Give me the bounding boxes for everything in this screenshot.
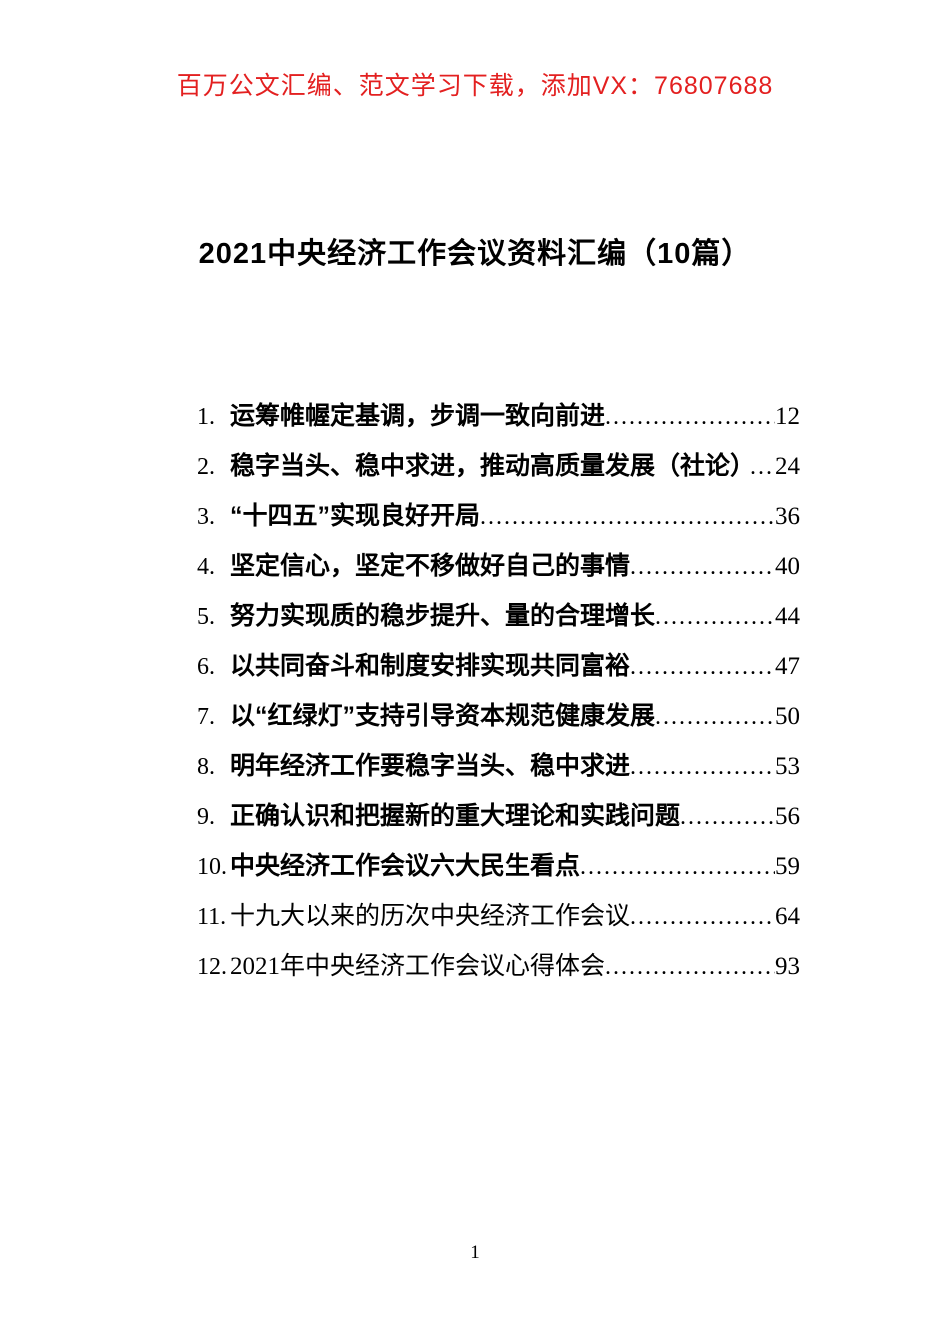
toc-dot-leader [480,504,775,531]
toc-entry-number: 2. [197,454,215,480]
toc-dot-leader [630,904,775,931]
toc-dot-leader [605,954,775,981]
toc-entry-title: 稳字当头、稳中求进，推动高质量发展（社论） [230,452,750,480]
toc-entry-number: 4. [197,554,215,580]
table-of-contents: 1. 运筹帷幄定基调，步调一致向前进 12 2. 稳字当头、稳中求进，推动高质量… [197,396,800,996]
toc-entry-page-number: 47 [775,653,800,680]
toc-entry-title: 努力实现质的稳步提升、量的合理增长 [230,602,656,630]
toc-dot-leader [630,754,775,781]
toc-entry-title: 以“红绿灯”支持引导资本规范健康发展 [230,702,656,730]
toc-entry-page-number: 12 [775,403,800,430]
watermark-header: 百万公文汇编、范文学习下载，添加VX：76807688 [0,66,950,102]
toc-entry-title: 十九大以来的历次中央经济工作会议 [230,903,631,930]
toc-dot-leader [630,554,775,581]
toc-entry-number: 12. [197,954,227,980]
toc-entry-page-number: 24 [775,453,800,480]
toc-entry[interactable]: 3. “十四五”实现良好开局 36 [197,496,800,546]
toc-entry-title: 2021年中央经济工作会议心得体会 [230,953,606,980]
toc-entry-title: 中央经济工作会议六大民生看点 [230,852,581,880]
toc-entry[interactable]: 4. 坚定信心，坚定不移做好自己的事情 40 [197,546,800,596]
toc-entry[interactable]: 11. 十九大以来的历次中央经济工作会议 64 [197,896,800,946]
toc-entry-number: 8. [197,754,215,780]
toc-entry-number: 3. [197,504,215,530]
toc-entry-title: “十四五”实现良好开局 [230,502,481,530]
toc-dot-leader [680,804,775,831]
toc-dot-leader [655,604,775,631]
toc-entry-title: 明年经济工作要稳字当头、稳中求进 [230,752,631,780]
toc-entry[interactable]: 10. 中央经济工作会议六大民生看点 59 [197,846,800,896]
toc-entry-page-number: 93 [775,953,800,980]
toc-dot-leader [605,404,775,431]
toc-entry[interactable]: 5. 努力实现质的稳步提升、量的合理增长 44 [197,596,800,646]
toc-dot-leader [580,854,775,881]
toc-entry-title: 正确认识和把握新的重大理论和实践问题 [230,802,681,830]
toc-entry-number: 1. [197,404,215,430]
toc-entry[interactable]: 9. 正确认识和把握新的重大理论和实践问题 56 [197,796,800,846]
toc-entry-page-number: 44 [775,603,800,630]
toc-dot-leader [630,654,775,681]
toc-entry-number: 9. [197,804,215,830]
toc-entry-title: 以共同奋斗和制度安排实现共同富裕 [230,652,631,680]
toc-entry[interactable]: 1. 运筹帷幄定基调，步调一致向前进 12 [197,396,800,446]
document-title: 2021中央经济工作会议资料汇编（10篇） [198,238,752,270]
toc-entry[interactable]: 8. 明年经济工作要稳字当头、稳中求进 53 [197,746,800,796]
toc-entry[interactable]: 7. 以“红绿灯”支持引导资本规范健康发展 50 [197,696,800,746]
toc-entry-page-number: 53 [775,753,800,780]
page-number: 1 [470,1242,480,1263]
toc-entry[interactable]: 6. 以共同奋斗和制度安排实现共同富裕 47 [197,646,800,696]
toc-entry-page-number: 64 [775,903,800,930]
toc-entry[interactable]: 12. 2021年中央经济工作会议心得体会 93 [197,946,800,996]
toc-entry-page-number: 59 [775,853,800,880]
toc-dot-leader [655,704,775,731]
toc-dot-leader [750,454,775,481]
toc-entry[interactable]: 2. 稳字当头、稳中求进，推动高质量发展（社论） 24 [197,446,800,496]
toc-entry-title: 运筹帷幄定基调，步调一致向前进 [230,402,606,430]
toc-entry-page-number: 50 [775,703,800,730]
toc-entry-page-number: 56 [775,803,800,830]
toc-entry-number: 10. [197,854,227,880]
toc-entry-number: 11. [197,904,227,930]
toc-entry-number: 5. [197,604,215,630]
toc-entry-title: 坚定信心，坚定不移做好自己的事情 [230,552,631,580]
page-footer: 1 [0,1242,950,1264]
toc-entry-number: 6. [197,654,215,680]
toc-entry-number: 7. [197,704,215,730]
toc-entry-page-number: 40 [775,553,800,580]
toc-entry-page-number: 36 [775,503,800,530]
watermark-text: 百万公文汇编、范文学习下载，添加VX：76807688 [176,72,774,100]
